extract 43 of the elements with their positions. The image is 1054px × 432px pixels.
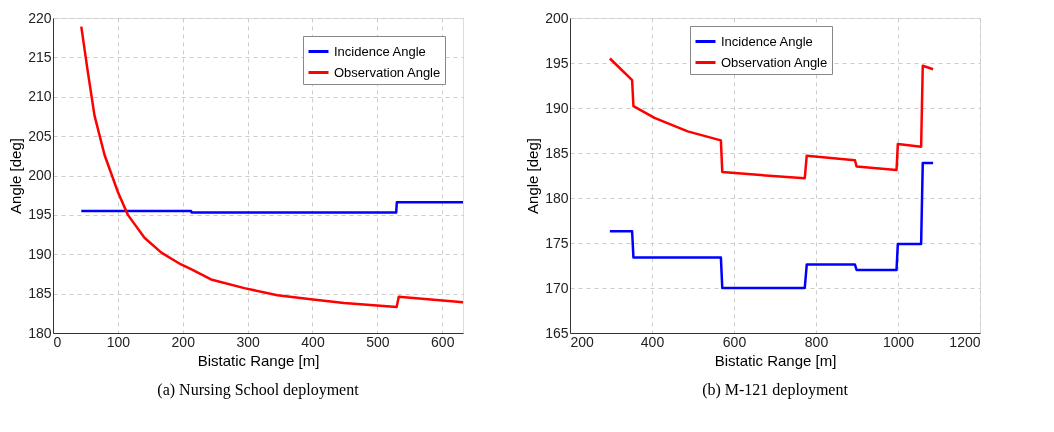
- y-tick-label: 195: [28, 206, 52, 223]
- x-tick-label: 300: [236, 333, 261, 350]
- x-tick-label: 200: [570, 333, 595, 350]
- x-tick-label: 600: [722, 333, 747, 350]
- y-tick-label: 190: [545, 99, 569, 116]
- legend-label: Observation Angle: [721, 54, 828, 70]
- x-tick-label: 400: [301, 333, 325, 350]
- x-tick-label: 500: [366, 333, 390, 350]
- x-axis-title: Bistatic Range [m]: [714, 351, 837, 369]
- legend-label: Observation Angle: [334, 64, 441, 80]
- y-tick-label: 185: [28, 285, 52, 302]
- text: (a) Nursing School deployment: [157, 381, 360, 399]
- x-tick-label: 100: [106, 333, 131, 350]
- y-tick-label: 205: [28, 127, 52, 144]
- y-tick-label: 185: [545, 144, 569, 161]
- y-tick-label: 195: [545, 54, 569, 71]
- legend-label: Incidence Angle: [721, 33, 813, 49]
- x-tick-label: 400: [640, 333, 665, 350]
- x-tick-label: 600: [431, 333, 455, 350]
- line-series: [608, 57, 935, 180]
- x-tick-label: 0: [53, 333, 62, 350]
- x-tick-label: 800: [804, 333, 829, 350]
- y-tick-label: 175: [545, 234, 569, 251]
- text: (b) M-121 deployment: [702, 381, 849, 399]
- y-tick-label: 170: [545, 279, 569, 296]
- x-tick-label: 1200: [949, 333, 981, 350]
- x-axis-title: Bistatic Range [m]: [197, 351, 320, 369]
- y-tick-label: 190: [28, 245, 52, 262]
- legend-label: Incidence Angle: [334, 43, 426, 59]
- y-tick-label: 220: [28, 9, 52, 26]
- x-tick-label: 1000: [882, 333, 915, 350]
- y-tick-label: 215: [28, 48, 52, 65]
- y-tick-label: 210: [28, 88, 52, 105]
- y-axis-title: Angle [deg]: [7, 138, 25, 214]
- y-tick-label: 200: [545, 9, 569, 26]
- y-tick-label: 180: [545, 189, 569, 206]
- y-axis-title: Angle [deg]: [524, 138, 542, 214]
- y-tick-label: 200: [28, 167, 52, 183]
- line-series: [608, 161, 935, 290]
- y-tick-label: 165: [545, 324, 569, 341]
- line-series: [80, 25, 465, 309]
- x-tick-label: 200: [171, 333, 196, 350]
- y-tick-label: 180: [28, 324, 52, 341]
